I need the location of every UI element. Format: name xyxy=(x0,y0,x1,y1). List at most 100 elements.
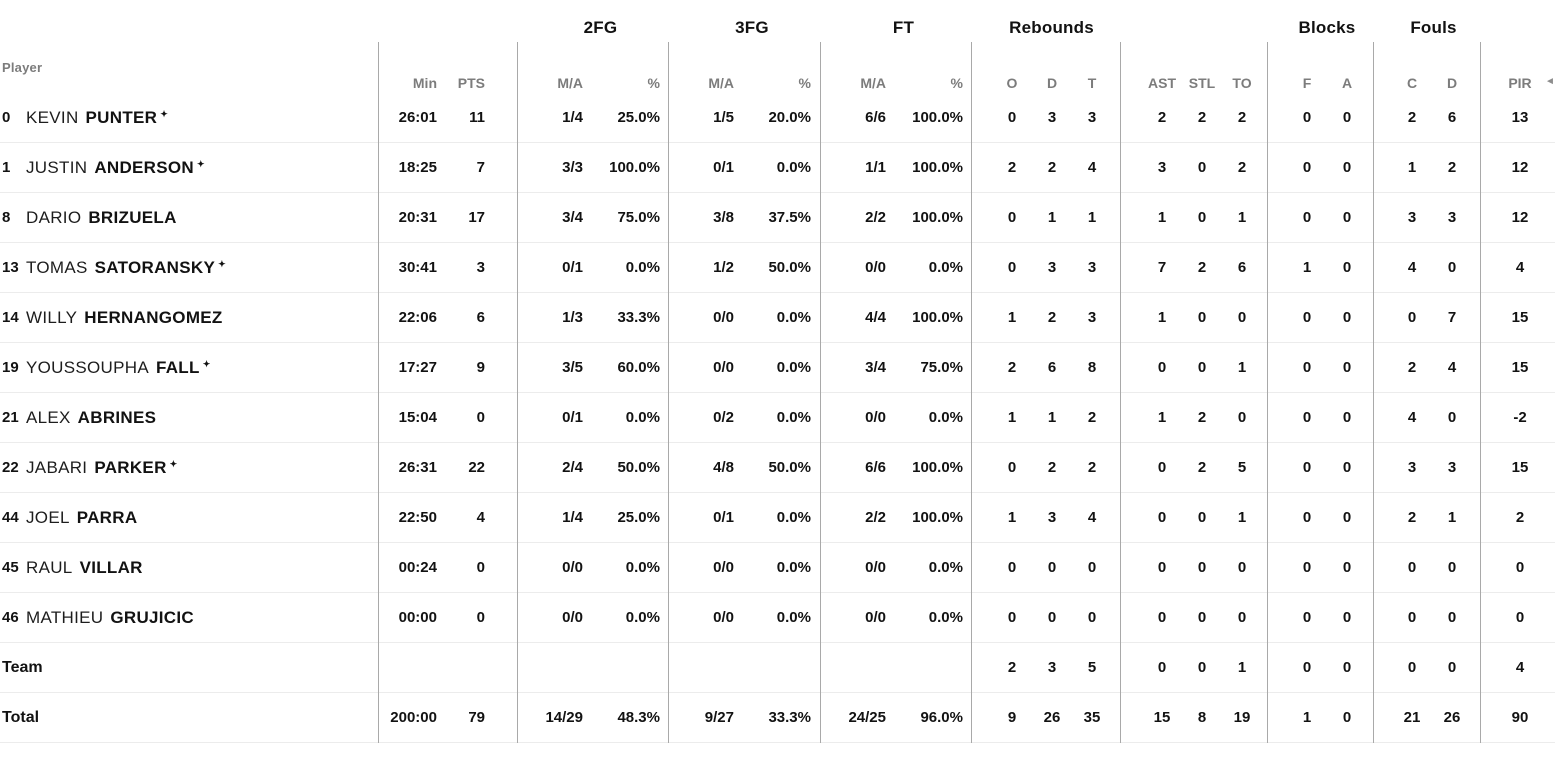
stat-cell: 2/4 50.0% xyxy=(517,459,668,476)
fg2_ma-value: 1/3 xyxy=(562,309,583,326)
stat-cell: 24/25 96.0% xyxy=(820,709,971,726)
player-cell: 0 KEVIN PUNTER ✦ xyxy=(0,108,378,128)
foul_c-value: 3 xyxy=(1407,459,1417,476)
ft_pct-value: 0.0% xyxy=(928,609,963,626)
foul_d-value: 3 xyxy=(1447,459,1457,476)
stat-cell: 1/1 100.0% xyxy=(820,159,971,176)
fg2_ma-value: 2/4 xyxy=(562,459,583,476)
ft_pct-value: 100.0% xyxy=(912,159,963,176)
foul_d-value: 0 xyxy=(1447,559,1457,576)
stat-cell: 1/4 25.0% xyxy=(517,109,668,126)
pts-value: 6 xyxy=(476,309,485,326)
to-value: 0 xyxy=(1237,559,1247,576)
fg2_ma-value: 0/1 xyxy=(562,409,583,426)
foul_c-value: 0 xyxy=(1407,659,1417,676)
fg2_pct-value: 60.0% xyxy=(617,359,660,376)
reb_o-value: 1 xyxy=(1007,509,1017,526)
stat-cell: 0 0 1 xyxy=(1120,359,1267,376)
column-divider xyxy=(1120,42,1121,743)
stat-cell: 3/8 37.5% xyxy=(668,209,820,226)
stat-cell: 9 26 35 xyxy=(971,709,1120,726)
stat-cell: 2 xyxy=(1480,509,1555,526)
col-header-ft-ma: M/A xyxy=(860,75,886,91)
ft_pct-value: 96.0% xyxy=(920,709,963,726)
foul_d-value: 4 xyxy=(1447,359,1457,376)
foul_d-value: 0 xyxy=(1447,609,1457,626)
fg3_ma-value: 0/1 xyxy=(713,159,734,176)
stat-cell: 3/4 75.0% xyxy=(517,209,668,226)
sort-icon[interactable]: ◄ xyxy=(1545,76,1555,87)
player-first-name: KEVIN xyxy=(26,107,79,127)
min-value: 200:00 xyxy=(390,709,437,726)
player-cell: 44 JOEL PARRA xyxy=(0,508,378,528)
player-row: 13 TOMAS SATORANSKY ✦ 30:41 3 0/1 0.0% 1/2 50.0% 0… xyxy=(0,243,1555,293)
player-cell: 19 YOUSSOUPHA FALL ✦ xyxy=(0,358,378,378)
stat-cell: 1/3 33.3% xyxy=(517,309,668,326)
reb_t-value: 1 xyxy=(1087,209,1097,226)
reb_t-value: 0 xyxy=(1087,609,1097,626)
fg2_pct-value: 0.0% xyxy=(625,409,660,426)
fg3_ma-value: 3/8 xyxy=(713,209,734,226)
pts-value: 17 xyxy=(468,209,485,226)
group-header-ft: FT xyxy=(892,18,915,37)
col-header-ft-pct: % xyxy=(950,75,963,91)
stat-cell: 17:27 9 xyxy=(378,359,517,376)
reb_t-value: 2 xyxy=(1087,409,1097,426)
group-header-row: 2FG 3FG FT Rebounds Blocks Fouls xyxy=(0,0,1555,42)
reb_d-value: 1 xyxy=(1047,209,1057,226)
player-last-name: FALL xyxy=(155,357,200,377)
reb_d-value: 3 xyxy=(1047,659,1057,676)
reb_o-value: 0 xyxy=(1007,459,1017,476)
stat-cell: 6/6 100.0% xyxy=(820,109,971,126)
group-header-3fg: 3FG xyxy=(735,18,769,37)
player-first-name: WILLY xyxy=(26,307,78,327)
reb_t-value: 4 xyxy=(1087,159,1097,176)
to-value: 0 xyxy=(1237,309,1247,326)
stat-cell: 4/8 50.0% xyxy=(668,459,820,476)
ft_ma-value: 6/6 xyxy=(865,109,886,126)
reb_d-value: 3 xyxy=(1047,259,1057,276)
player-cell: 14 WILLY HERNANGOMEZ xyxy=(0,308,378,328)
player-last-name: GRUJICIC xyxy=(110,607,194,627)
col-header-2fg-pct: % xyxy=(647,75,660,91)
stat-cell: 2 3 5 xyxy=(971,659,1120,676)
fg2_ma-value: 3/3 xyxy=(562,159,583,176)
stat-cell: 4/4 100.0% xyxy=(820,309,971,326)
stat-cell: 1 0 0 xyxy=(1120,309,1267,326)
min-value: 30:41 xyxy=(398,259,437,276)
reb_o-value: 2 xyxy=(1007,359,1017,376)
stat-cell: 0 0 0 xyxy=(971,559,1120,576)
fg2_ma-value: 3/5 xyxy=(562,359,583,376)
stl-value: 8 xyxy=(1197,709,1207,726)
pir-value: 0 xyxy=(1515,609,1525,626)
column-divider xyxy=(378,42,379,743)
stat-cell: 00:24 0 xyxy=(378,559,517,576)
reb_t-value: 0 xyxy=(1087,559,1097,576)
fg3_pct-value: 0.0% xyxy=(776,159,811,176)
fg2_pct-value: 0.0% xyxy=(625,259,660,276)
stat-cell: 0/0 0.0% xyxy=(517,609,668,626)
player-last-name: ANDERSON xyxy=(94,157,194,177)
starter-icon: ✦ xyxy=(160,109,168,119)
group-header-rebounds: Rebounds xyxy=(1009,18,1094,37)
blk_a-value: 0 xyxy=(1342,109,1352,126)
reb_d-value: 3 xyxy=(1047,509,1057,526)
fg3_pct-value: 50.0% xyxy=(768,459,811,476)
min-value: 17:27 xyxy=(398,359,437,376)
foul_d-value: 26 xyxy=(1443,709,1461,726)
stat-cell: 0/1 0.0% xyxy=(517,259,668,276)
blk_a-value: 0 xyxy=(1342,509,1352,526)
stat-cell: 3 0 2 xyxy=(1120,159,1267,176)
blk_f-value: 0 xyxy=(1302,459,1312,476)
pts-value: 22 xyxy=(468,459,485,476)
reb_d-value: 1 xyxy=(1047,409,1057,426)
fg2_pct-value: 100.0% xyxy=(609,159,660,176)
group-header-2fg: 2FG xyxy=(583,18,618,37)
foul_d-value: 6 xyxy=(1447,109,1457,126)
